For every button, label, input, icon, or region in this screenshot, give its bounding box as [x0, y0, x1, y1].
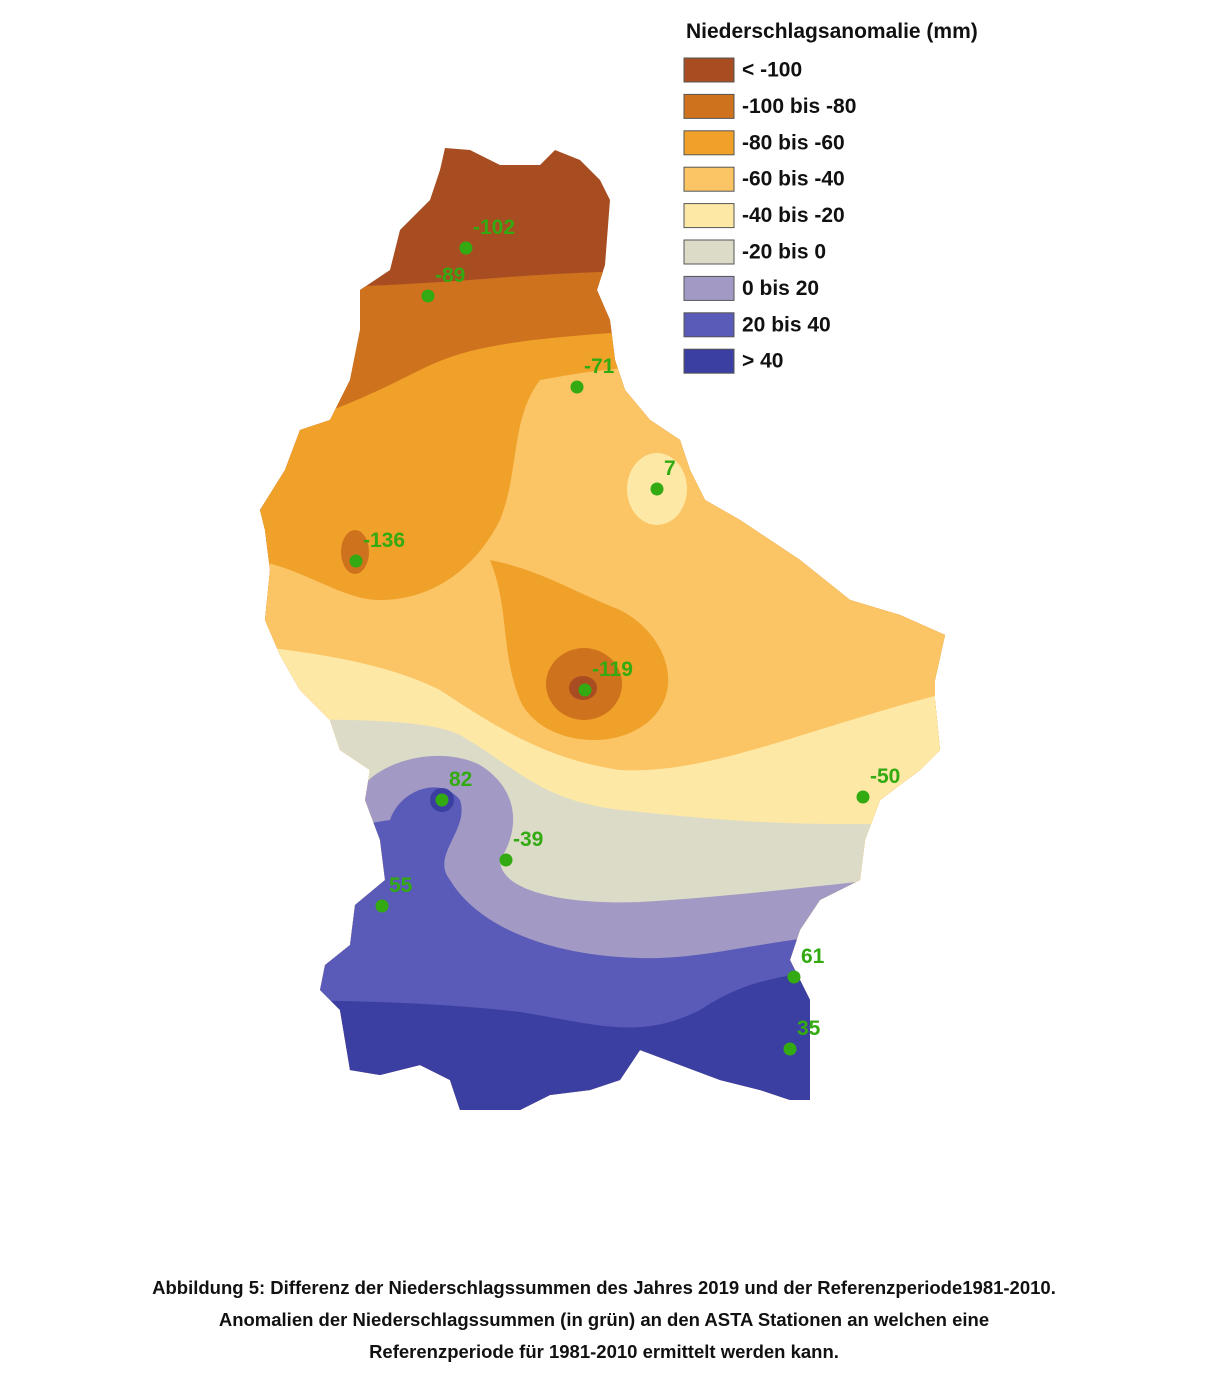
legend-swatch: [683, 312, 735, 338]
legend-title: Niederschlagsanomalie (mm): [686, 20, 978, 43]
legend-swatch: [683, 166, 735, 192]
legend-label: -20 bis 0: [742, 241, 826, 264]
station-label: -119: [592, 658, 633, 681]
legend-swatch: [683, 57, 735, 83]
legend-label: > 40: [742, 350, 783, 373]
station-dot: [499, 853, 513, 867]
station-label: -136: [363, 529, 405, 552]
station-label: -102: [473, 216, 515, 239]
station-dot: [570, 380, 584, 394]
legend-label: 0 bis 20: [742, 277, 819, 300]
legend: Niederschlagsanomalie (mm) < -100 -100 bi…: [683, 20, 978, 374]
station-dot: [435, 793, 449, 807]
legend-swatch: [683, 203, 735, 229]
station-dot: [375, 899, 389, 913]
station-label: 61: [801, 945, 825, 968]
station-dot: [421, 289, 435, 303]
station-dot: [578, 683, 592, 697]
station-label: -50: [870, 765, 900, 788]
station-label: 35: [797, 1017, 821, 1040]
legend-swatch: [683, 239, 735, 265]
legend-label: -60 bis -40: [742, 168, 845, 191]
legend-label: -40 bis -20: [742, 204, 845, 227]
map: [260, 148, 945, 1110]
station-label: -89: [435, 264, 465, 287]
station-label: -39: [513, 828, 543, 851]
station-dot: [783, 1042, 797, 1056]
caption-line: Abbildung 5: Differenz der Niederschlags…: [152, 1277, 1056, 1298]
legend-label: < -100: [742, 59, 802, 82]
legend-label: 20 bis 40: [742, 313, 831, 336]
legend-swatch: [683, 348, 735, 374]
legend-swatch: [683, 275, 735, 301]
legend-label: -80 bis -60: [742, 131, 845, 154]
station-dot: [856, 790, 870, 804]
station-dot: [349, 554, 363, 568]
legend-swatch: [683, 93, 735, 119]
legend-label: -100 bis -80: [742, 95, 856, 118]
station-dot: [787, 970, 801, 984]
stations: -102 -89 -71 7 -136 -119 -50 82 -39 55 61 35: [349, 216, 900, 1056]
caption: Abbildung 5: Differenz der Niederschlags…: [152, 1277, 1056, 1362]
legend-swatch: [683, 130, 735, 156]
station-dot: [459, 241, 473, 255]
station-label: 7: [664, 457, 676, 480]
caption-line: Referenzperiode für 1981-2010 ermittelt …: [369, 1341, 839, 1362]
station-label: -71: [584, 355, 615, 378]
caption-line: Anomalien der Niederschlagssummen (in gr…: [219, 1309, 989, 1330]
station-label: 82: [449, 768, 472, 791]
station-dot: [650, 482, 664, 496]
station-label: 55: [389, 874, 413, 897]
